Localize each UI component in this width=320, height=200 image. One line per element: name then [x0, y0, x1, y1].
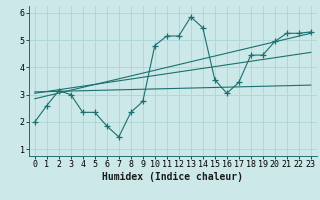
X-axis label: Humidex (Indice chaleur): Humidex (Indice chaleur) [102, 172, 243, 182]
